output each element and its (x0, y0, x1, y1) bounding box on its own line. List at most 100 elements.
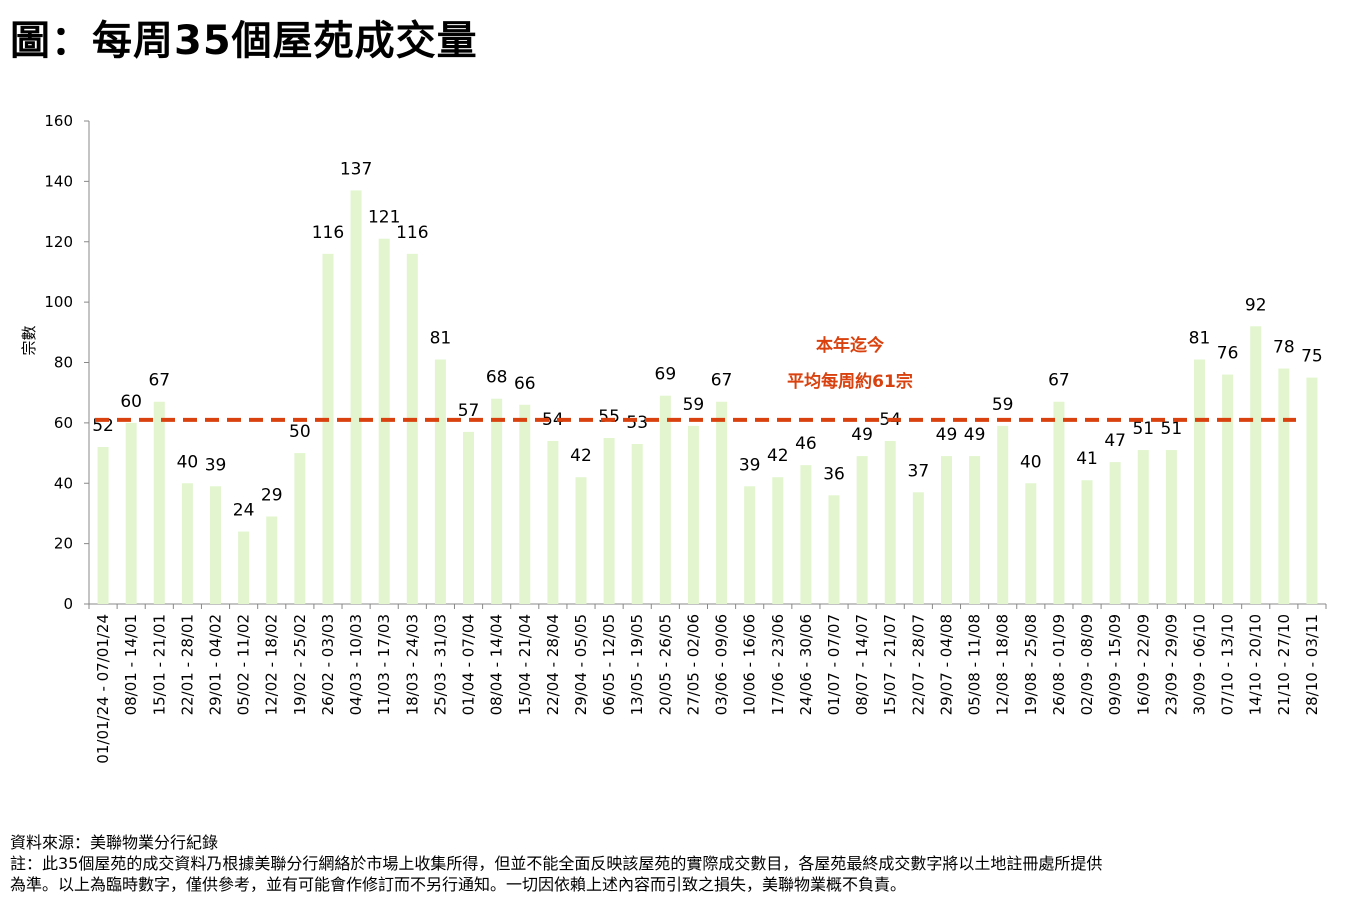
bar (575, 477, 587, 604)
bar (1109, 462, 1121, 604)
x-tick-label: 09/09 - 15/09 (1106, 614, 1124, 715)
bar (1250, 326, 1262, 604)
x-tick-label: 30/09 - 06/10 (1190, 614, 1208, 715)
data-label: 75 (1301, 347, 1323, 367)
data-label: 116 (396, 223, 428, 243)
x-tick-label: 14/10 - 20/10 (1247, 614, 1265, 715)
x-tick-label: 13/05 - 19/05 (628, 614, 646, 715)
x-tick-label: 07/10 - 13/10 (1219, 614, 1237, 715)
x-tick-label: 15/01 - 21/01 (150, 614, 168, 715)
y-tick-label: 0 (63, 595, 73, 613)
data-label: 36 (823, 464, 845, 484)
disclaimer-line-2: 為準。以上為臨時數字，僅供參考，並有可能會作修訂而不另行通知。一切因依賴上述內容… (10, 875, 907, 894)
y-tick-label: 20 (54, 535, 73, 553)
bar (716, 401, 728, 604)
bar (406, 253, 418, 604)
data-label: 42 (767, 446, 789, 466)
x-tick-label: 27/05 - 02/06 (684, 614, 702, 715)
y-tick-label: 60 (54, 414, 73, 432)
data-label: 49 (851, 425, 873, 445)
bar (659, 395, 671, 604)
bar (547, 440, 559, 604)
data-label: 69 (655, 365, 677, 385)
data-label: 60 (120, 392, 142, 412)
x-tick-label: 04/03 - 10/03 (347, 614, 365, 715)
y-axis-label: 宗數 (20, 325, 38, 355)
x-tick-label: 03/06 - 09/06 (713, 614, 731, 715)
x-tick-label: 15/04 - 21/04 (516, 614, 534, 715)
data-label: 81 (430, 328, 452, 348)
data-label: 51 (1132, 419, 1154, 439)
x-tick-label: 08/04 - 14/04 (488, 614, 506, 715)
x-tick-label: 22/04 - 28/04 (544, 614, 562, 715)
x-tick-label: 11/03 - 17/03 (375, 614, 393, 715)
bar (1165, 450, 1177, 604)
y-tick-label: 120 (44, 233, 73, 251)
y-tick-label: 160 (44, 112, 73, 130)
x-tick-label: 22/07 - 28/07 (909, 614, 927, 715)
data-label: 121 (368, 208, 400, 228)
bar (125, 422, 137, 604)
data-label: 78 (1273, 338, 1295, 358)
average-annotation-line-2: 平均每周約61宗 (787, 371, 913, 392)
x-tick-label: 01/07 - 07/07 (825, 614, 843, 715)
x-tick-label: 18/03 - 24/03 (403, 614, 421, 715)
data-label: 41 (1076, 449, 1098, 469)
data-label: 67 (148, 371, 170, 391)
bar (1137, 450, 1149, 604)
bar (800, 465, 812, 604)
x-tick-label: 16/09 - 22/09 (1134, 614, 1152, 715)
bar (519, 404, 531, 604)
bar (687, 425, 699, 604)
source-note: 資料來源：美聯物業分行紀錄 (10, 833, 219, 852)
x-tick-label: 12/02 - 18/02 (263, 614, 281, 715)
x-tick-label: 25/03 - 31/03 (431, 614, 449, 715)
data-label: 81 (1189, 328, 1211, 348)
bar (856, 456, 868, 604)
data-label: 42 (570, 446, 592, 466)
x-tick-label: 01/04 - 07/04 (460, 614, 478, 715)
data-label: 39 (739, 455, 761, 475)
data-label: 76 (1217, 344, 1239, 364)
bar (266, 516, 278, 604)
bar (969, 456, 981, 604)
data-label: 57 (458, 401, 480, 421)
x-tick-label: 26/02 - 03/03 (319, 614, 337, 715)
data-label: 40 (1020, 452, 1042, 472)
data-label: 50 (289, 422, 311, 442)
data-label: 51 (1161, 419, 1183, 439)
x-tick-label: 02/09 - 08/09 (1078, 614, 1096, 715)
x-tick-label: 10/06 - 16/06 (741, 614, 759, 715)
bar (744, 486, 756, 604)
x-tick-label: 19/02 - 25/02 (291, 614, 309, 715)
bar (1306, 377, 1318, 604)
bar (294, 453, 306, 604)
x-tick-label: 29/04 - 05/05 (572, 614, 590, 715)
bar (912, 492, 924, 604)
data-label: 67 (711, 371, 733, 391)
bar (603, 437, 615, 604)
data-label: 24 (233, 501, 255, 521)
x-tick-label: 26/08 - 01/09 (1050, 614, 1068, 715)
x-tick-label: 08/07 - 14/07 (853, 614, 871, 715)
x-tick-label: 29/07 - 04/08 (937, 614, 955, 715)
bar (491, 398, 503, 604)
x-tick-label: 23/09 - 29/09 (1162, 614, 1180, 715)
data-label: 47 (1104, 431, 1126, 451)
data-label: 137 (340, 159, 372, 179)
x-tick-label: 06/05 - 12/05 (600, 614, 618, 715)
x-tick-label: 28/10 - 03/11 (1303, 614, 1321, 715)
bar (238, 531, 250, 604)
bar (1053, 401, 1065, 604)
bar (434, 359, 446, 604)
data-label: 49 (964, 425, 986, 445)
bar (97, 447, 109, 604)
bar (463, 431, 475, 604)
y-tick-label: 40 (54, 474, 73, 492)
bar (210, 486, 222, 604)
bar (1025, 483, 1037, 604)
data-label: 37 (908, 461, 930, 481)
bar (322, 253, 334, 604)
bar (1278, 368, 1290, 604)
